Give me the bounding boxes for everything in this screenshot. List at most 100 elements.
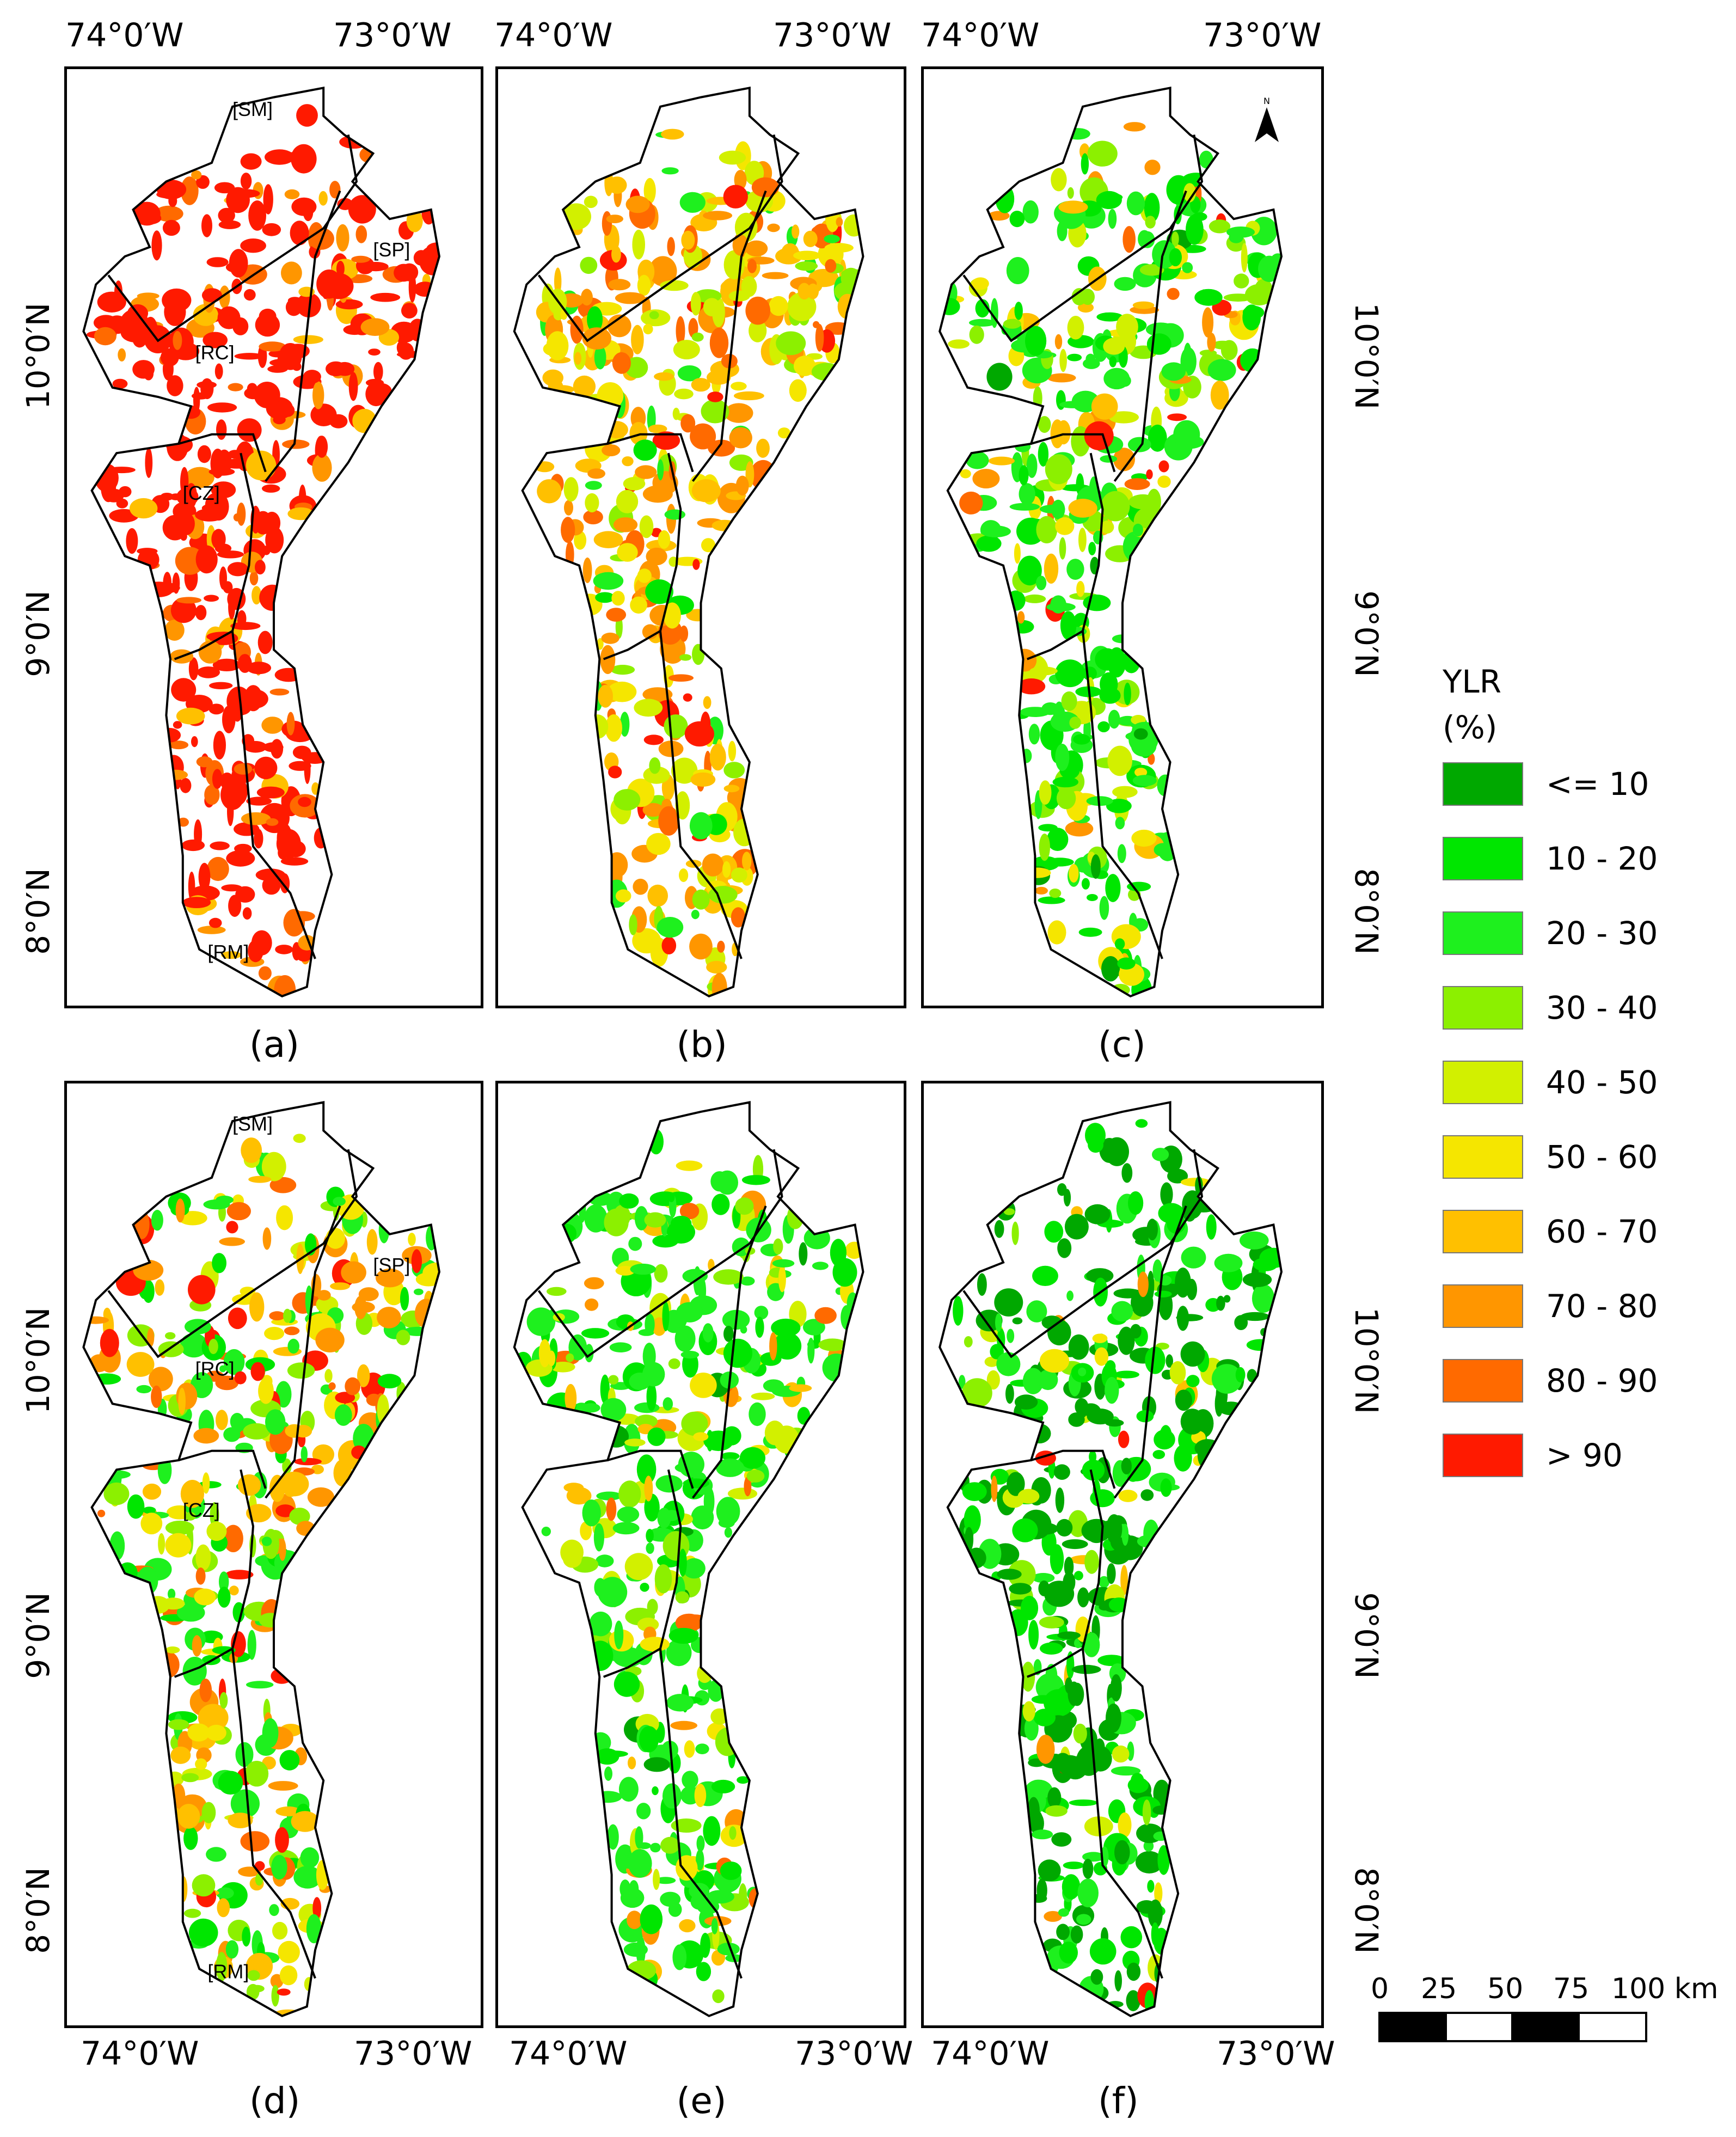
ylr-patch: [584, 195, 598, 209]
ylr-patch: [274, 668, 303, 682]
ylr-patch: [1131, 1289, 1154, 1317]
ylr-patch: [1127, 437, 1151, 452]
ylr-patch: [711, 1779, 735, 1793]
ylr-patch: [616, 489, 639, 513]
ylr-patch: [697, 1664, 713, 1683]
ylr-patch: [793, 250, 821, 261]
ylr-patch: [1056, 1518, 1073, 1537]
ylr-patch: [683, 693, 692, 702]
ylr-patch: [1032, 1265, 1058, 1286]
ylr-patch: [1118, 1812, 1132, 1838]
scalebar-segment-4: [1578, 2012, 1647, 2042]
panel-caption-c: (c): [1098, 1024, 1146, 1066]
ylr-patch: [610, 665, 635, 675]
ylr-patch: [658, 530, 671, 549]
ylr-patch: [165, 1771, 184, 1786]
ylr-patch: [1133, 728, 1148, 740]
ylr-patch: [1028, 724, 1040, 745]
ylr-patch: [1152, 1259, 1163, 1282]
ylr-patch: [226, 187, 250, 213]
ylr-patch: [1025, 326, 1047, 356]
ylr-patch: [595, 592, 615, 603]
ylr-patch: [355, 225, 367, 243]
ylr-patch: [306, 1914, 322, 1944]
ylr-patch: [1014, 543, 1021, 564]
ylr-patch: [1127, 1777, 1149, 1793]
ylr-patch: [948, 339, 970, 349]
ylr-patch: [615, 889, 631, 903]
ylr-patch: [170, 597, 197, 623]
ylr-patch: [1057, 1183, 1067, 1196]
ylr-patch: [247, 1970, 260, 1981]
ylr-patch: [724, 1527, 732, 1538]
ylr-patch: [773, 1332, 802, 1360]
scalebar-tick-25: 25: [1421, 1973, 1457, 2005]
ylr-patch: [291, 1811, 319, 1832]
ylr-patch: [740, 1276, 755, 1286]
ylr-patch: [118, 348, 126, 362]
ylr-patch: [1114, 277, 1136, 291]
ylr-patch: [554, 267, 562, 296]
ylr-patch: [228, 895, 242, 917]
ylr-patch: [225, 1570, 254, 1579]
ylr-patch: [1067, 187, 1074, 199]
ylr-patch: [627, 1911, 642, 1930]
ylr-patch: [188, 657, 199, 681]
ylr-patch: [1014, 302, 1023, 320]
subregion-boundary: [537, 134, 783, 342]
ylr-patch: [589, 1612, 612, 1637]
ylr-patch: [1142, 1799, 1151, 1826]
region-label: [RC]: [195, 341, 235, 364]
ylr-patch: [566, 1353, 574, 1362]
latitude-label: 9°0′N: [20, 590, 57, 677]
longitude-label: 74°0′W: [931, 2035, 1050, 2073]
scalebar-tick-100: 100 km: [1611, 1973, 1719, 2005]
ylr-patch: [541, 1527, 551, 1536]
ylr-patch: [582, 1499, 601, 1527]
ylr-patch: [312, 454, 332, 482]
ylr-patch: [1026, 454, 1038, 478]
ylr-patch: [277, 1988, 291, 1996]
ylr-patch: [602, 444, 621, 457]
ylr-patch: [195, 1544, 211, 1571]
ylr-patch: [137, 292, 160, 299]
ylr-patch: [777, 427, 791, 439]
ylr-patch: [160, 493, 174, 501]
ylr-patch: [691, 910, 700, 920]
subregion-boundary: [659, 630, 743, 959]
ylr-patch: [254, 756, 278, 780]
ylr-patch: [154, 205, 183, 222]
ylr-patch: [647, 884, 668, 907]
ylr-patch: [628, 1236, 642, 1251]
ylr-patch: [100, 1328, 119, 1357]
ylr-patch: [333, 1459, 352, 1487]
subregion-boundary: [1082, 630, 1163, 959]
ylr-patch: [1009, 211, 1025, 228]
scalebar-tick-50: 50: [1487, 1973, 1524, 2005]
ylr-patch: [126, 1352, 155, 1377]
ylr-patch: [1258, 255, 1281, 282]
ylr-patch: [195, 1758, 207, 1770]
ylr-patch: [1127, 881, 1151, 892]
ylr-patch: [803, 230, 818, 247]
ylr-patch: [211, 529, 226, 549]
ylr-patch: [151, 230, 162, 261]
ylr-patch: [234, 1371, 247, 1385]
ylr-patch: [315, 1327, 345, 1352]
ylr-patch: [711, 972, 727, 996]
ylr-patch: [1022, 1368, 1044, 1394]
ylr-patch: [210, 449, 225, 479]
ylr-patch: [240, 153, 262, 170]
ylr-patch: [103, 1482, 130, 1505]
ylr-patch: [959, 491, 983, 515]
ylr-patch: [1090, 1969, 1103, 1985]
ylr-patch: [719, 150, 746, 165]
ylr-patch: [964, 1336, 973, 1348]
legend-label: 60 - 70: [1546, 1213, 1658, 1250]
ylr-patch: [674, 1325, 696, 1352]
ylr-patch: [1051, 499, 1065, 519]
ylr-patch: [663, 602, 681, 629]
ylr-patch: [1076, 1914, 1091, 1925]
ylr-patch: [1056, 1924, 1070, 1940]
ylr-patch: [1045, 454, 1072, 485]
